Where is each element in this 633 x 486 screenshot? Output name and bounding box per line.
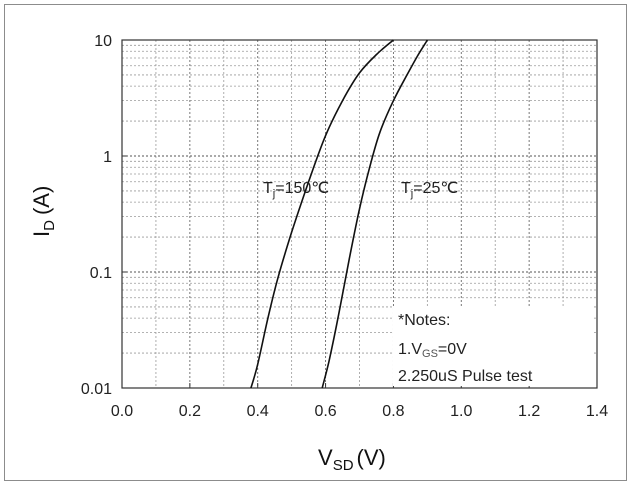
x-tick-label: 1.0 [450,403,472,420]
y-tick-label: 10 [94,33,112,50]
notes-line-1-rest: =0V [438,341,467,358]
y-tick-labels: 0.01 0.1 1 10 [81,33,112,398]
x-tick-label: 0.8 [382,403,404,420]
x-tick-label: 0.0 [111,403,133,420]
series-label-150: Tj=150℃ [263,180,329,200]
y-axis-title-sub: D [41,220,58,231]
series-label-25-main: T [401,180,411,197]
notes-background [393,306,593,386]
series-label-25-rest: =25℃ [413,180,458,197]
x-tick-label: 1.2 [518,403,540,420]
x-tick-label: 0.4 [247,403,269,420]
y-axis-title: ID (A) [29,186,58,237]
x-axis-title-main: V [318,445,333,470]
x-axis-title-unit: (V) [357,445,386,470]
series-label-150-sub: j [272,188,275,200]
series-line-1 [321,39,429,389]
x-tick-label: 1.4 [586,403,608,420]
y-axis-title-unit: (A) [29,186,54,215]
notes-line-1-sub: GS [422,348,438,360]
x-axis-title: VSD (V) [318,445,386,474]
x-tick-labels: 0.0 0.2 0.4 0.6 0.8 1.0 1.2 1.4 [111,403,608,420]
x-tick-label: 0.6 [314,403,336,420]
y-tick-label: 0.01 [81,381,112,398]
y-tick-label: 0.1 [90,265,112,282]
grid-minor [122,40,597,388]
series-label-150-rest: =150℃ [275,180,329,197]
notes-title: *Notes: [398,312,450,329]
y-tick-label: 1 [103,149,112,166]
series-label-25: Tj=25℃ [401,180,458,200]
chart-frame [4,4,627,481]
x-axis-title-sub: SD [333,457,354,474]
x-tick-label: 0.2 [179,403,201,420]
notes-line-1-prefix: 1.V [398,341,422,358]
series-label-150-main: T [263,180,273,197]
notes-line-1: 1.VGS=0V [398,341,467,360]
series-line-0 [250,39,394,389]
series-label-25-sub: j [410,188,413,200]
y-axis-title-main: I [29,231,54,237]
notes-line-2: 2.250uS Pulse test [398,368,533,385]
series-lines [250,39,429,389]
plot-area [121,39,598,389]
